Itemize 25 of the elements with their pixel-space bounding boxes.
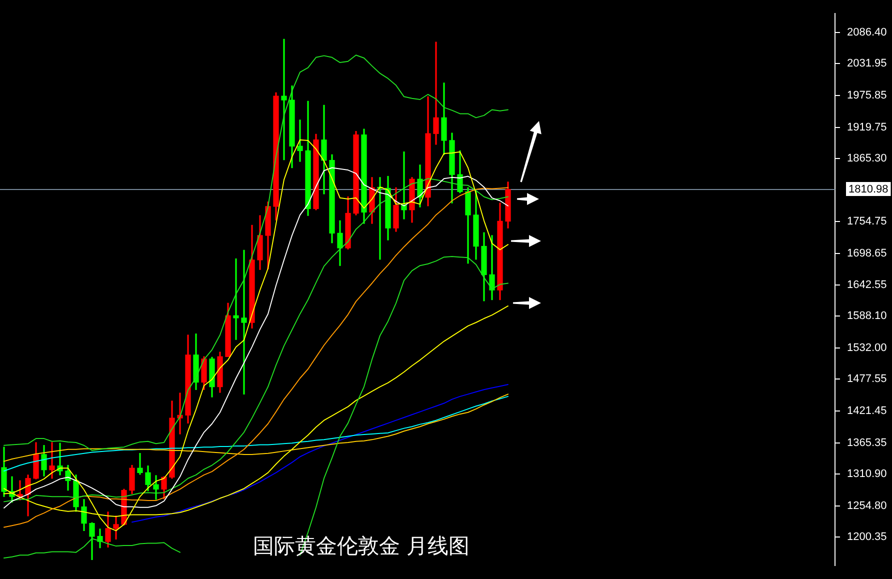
y-tick-label: 2031.95: [847, 58, 887, 70]
y-tick-label: 1200.35: [847, 530, 887, 543]
candlestick: [49, 442, 55, 479]
y-tick-label: 1254.80: [847, 500, 887, 512]
candlestick: [433, 42, 439, 145]
y-tick-label: 1754.75: [847, 215, 887, 228]
candlestick: [401, 152, 407, 220]
candlestick: [241, 250, 247, 394]
candlestick: [233, 258, 239, 340]
ref-line-label: 1810.98: [848, 184, 888, 196]
y-tick-label: 1477.55: [847, 373, 887, 386]
y-tick-label: 2086.40: [847, 26, 887, 39]
y-tick-label: 1310.90: [847, 468, 887, 480]
candlestick: [297, 120, 303, 162]
candlestick: [137, 453, 143, 475]
y-tick-label: 1865.30: [847, 152, 887, 165]
y-tick-label: 1588.10: [847, 310, 887, 322]
y-tick-label: 1919.75: [847, 122, 887, 134]
y-tick-label: 1421.45: [847, 405, 887, 418]
y-tick-label: 1975.85: [847, 90, 887, 102]
y-tick-label: 1365.35: [847, 436, 887, 449]
y-tick-label: 1532.00: [847, 342, 887, 354]
y-tick-label: 1642.55: [847, 279, 887, 292]
y-tick-label: 1698.65: [847, 247, 887, 260]
candlestick: [281, 38, 287, 160]
